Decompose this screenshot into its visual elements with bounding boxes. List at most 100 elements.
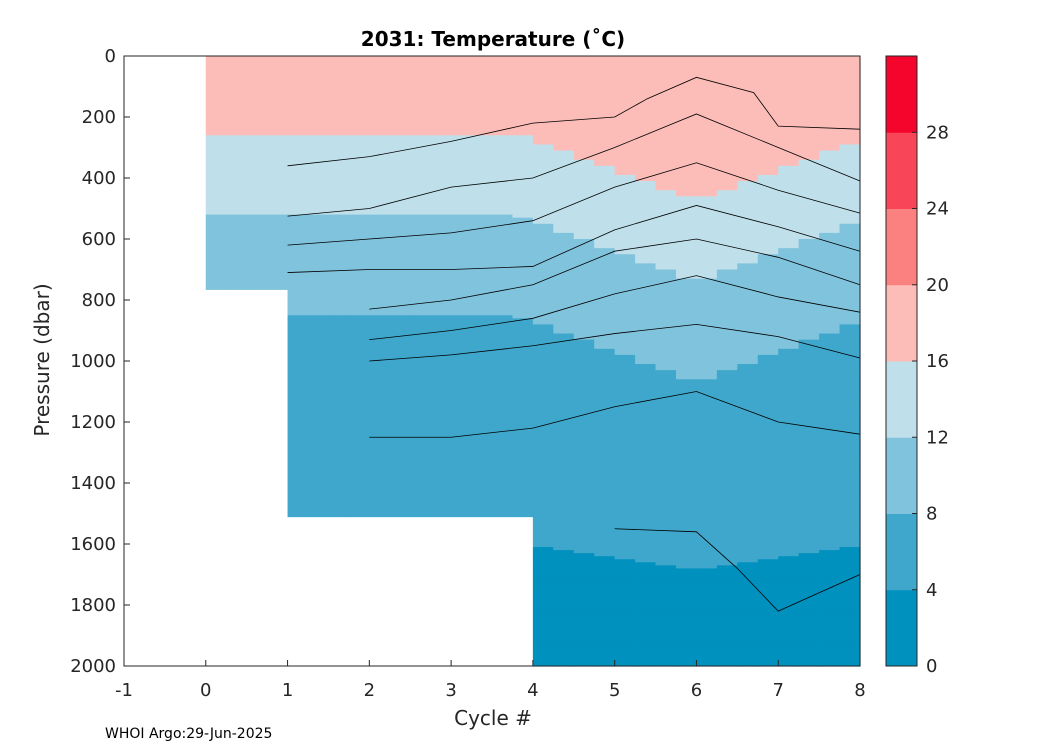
section-cell	[410, 510, 432, 515]
section-cell	[389, 132, 411, 136]
section-cell	[471, 330, 493, 335]
section-cell	[696, 544, 718, 548]
section-cell	[410, 367, 432, 371]
section-cell	[532, 89, 554, 94]
section-cell	[369, 428, 391, 432]
section-cell	[716, 254, 738, 258]
section-cell	[369, 397, 391, 402]
section-cell	[594, 473, 616, 478]
section-cell	[205, 117, 227, 121]
section-cell	[512, 71, 534, 75]
section-cell	[226, 171, 248, 176]
section-cell	[287, 312, 309, 316]
section-cell	[512, 205, 534, 210]
section-cell	[573, 470, 595, 475]
section-cell	[553, 162, 575, 167]
section-cell	[573, 199, 595, 203]
section-cell	[287, 257, 309, 261]
section-cell	[676, 351, 698, 356]
section-cell	[451, 254, 473, 258]
section-cell	[676, 278, 698, 283]
section-cell	[573, 239, 595, 243]
section-cell	[573, 284, 595, 289]
section-cell	[635, 370, 657, 374]
section-cell	[594, 601, 616, 606]
section-cell	[798, 412, 820, 417]
section-cell	[328, 318, 350, 322]
section-cell	[471, 101, 493, 106]
section-cell	[778, 113, 800, 118]
section-cell	[553, 437, 575, 441]
section-cell	[451, 156, 473, 161]
section-cell	[471, 135, 493, 139]
section-cell	[492, 501, 514, 505]
section-cell	[512, 196, 534, 200]
section-cell	[778, 272, 800, 277]
section-cell	[655, 251, 677, 255]
section-cell	[594, 306, 616, 310]
section-cell	[348, 489, 370, 493]
section-cell	[737, 397, 759, 402]
section-cell	[798, 440, 820, 444]
section-cell	[594, 373, 616, 377]
section-cell	[512, 62, 534, 66]
section-cell	[430, 74, 452, 78]
section-cell	[798, 553, 820, 557]
section-cell	[308, 107, 330, 112]
section-cell	[430, 123, 452, 127]
section-cell	[573, 455, 595, 460]
section-cell	[328, 367, 350, 371]
section-cell	[512, 348, 534, 353]
section-cell	[389, 144, 411, 149]
section-cell	[757, 583, 779, 588]
section-cell	[451, 92, 473, 97]
section-cell	[226, 162, 248, 167]
section-cell	[696, 522, 718, 527]
section-cell	[205, 242, 227, 246]
section-cell	[553, 318, 575, 322]
section-cell	[696, 547, 718, 551]
section-cell	[553, 278, 575, 283]
section-cell	[410, 385, 432, 390]
section-cell	[757, 126, 779, 130]
section-cell	[287, 318, 309, 322]
section-cell	[655, 437, 677, 441]
section-cell	[553, 214, 575, 219]
section-cell	[676, 98, 698, 103]
section-cell	[676, 339, 698, 344]
section-cell	[737, 269, 759, 274]
section-cell	[655, 318, 677, 322]
section-cell	[676, 470, 698, 475]
section-cell	[226, 120, 248, 124]
section-cell	[410, 315, 432, 319]
section-cell	[471, 293, 493, 298]
section-cell	[635, 357, 657, 362]
section-cell	[635, 440, 657, 444]
section-cell	[267, 86, 289, 91]
section-cell	[737, 644, 759, 649]
section-cell	[471, 388, 493, 393]
section-cell	[267, 156, 289, 161]
section-cell	[410, 254, 432, 258]
section-cell	[369, 376, 391, 380]
section-cell	[389, 303, 411, 307]
section-cell	[287, 220, 309, 225]
section-cell	[737, 354, 759, 359]
section-cell	[246, 223, 268, 228]
section-cell	[778, 418, 800, 423]
section-cell	[328, 62, 350, 66]
section-cell	[328, 120, 350, 124]
section-cell	[512, 476, 534, 481]
section-cell	[737, 254, 759, 258]
section-cell	[594, 208, 616, 213]
section-cell	[430, 489, 452, 493]
section-cell	[451, 495, 473, 499]
section-cell	[267, 113, 289, 118]
section-cell	[389, 391, 411, 396]
section-cell	[635, 62, 657, 66]
section-cell	[287, 367, 309, 371]
section-cell	[512, 440, 534, 444]
section-cell	[716, 592, 738, 597]
section-cell	[757, 376, 779, 380]
section-cell	[287, 235, 309, 240]
